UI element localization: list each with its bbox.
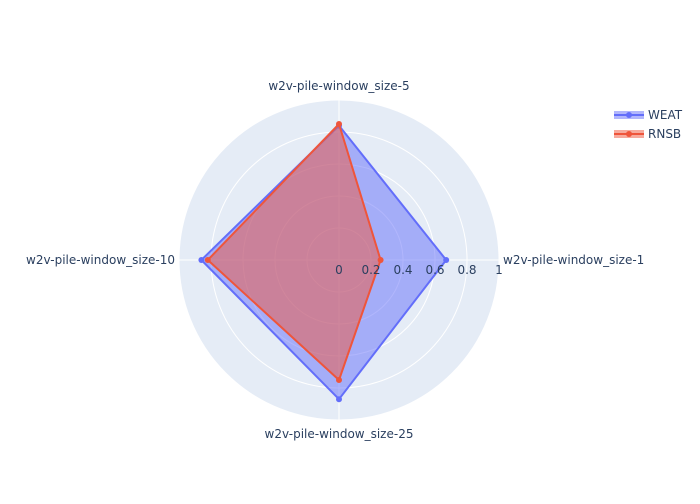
category-label: w2v-pile-window_size-1 [503,253,644,267]
radial-tick-label: 0.8 [457,263,476,277]
legend-item-weat[interactable]: WEAT [614,108,683,122]
radial-tick-label: 0.2 [361,263,380,277]
category-label: w2v-pile-window_size-25 [265,427,414,441]
series-weat-point[interactable] [336,396,342,403]
series-rnsb-point[interactable] [204,257,211,263]
radial-tick-label: 1 [495,263,503,277]
legend-label: WEAT [648,108,683,122]
series-rnsb-point[interactable] [336,121,342,127]
series-weat-point[interactable] [443,257,450,263]
legend-item-rnsb[interactable]: RNSB [614,127,681,141]
legend-label: RNSB [648,127,681,141]
category-label: w2v-pile-window_size-10 [26,253,175,267]
legend-marker [626,131,632,137]
category-label: w2v-pile-window_size-5 [268,79,409,93]
legend-marker [626,112,632,118]
radial-tick-label: 0.4 [393,263,412,277]
radial-tick-label: 0 [335,263,343,277]
series-rnsb-point[interactable] [336,377,342,383]
series-rnsb-point[interactable] [377,257,384,263]
radial-tick-label: 0.6 [425,263,444,277]
series-weat-point[interactable] [198,257,205,263]
